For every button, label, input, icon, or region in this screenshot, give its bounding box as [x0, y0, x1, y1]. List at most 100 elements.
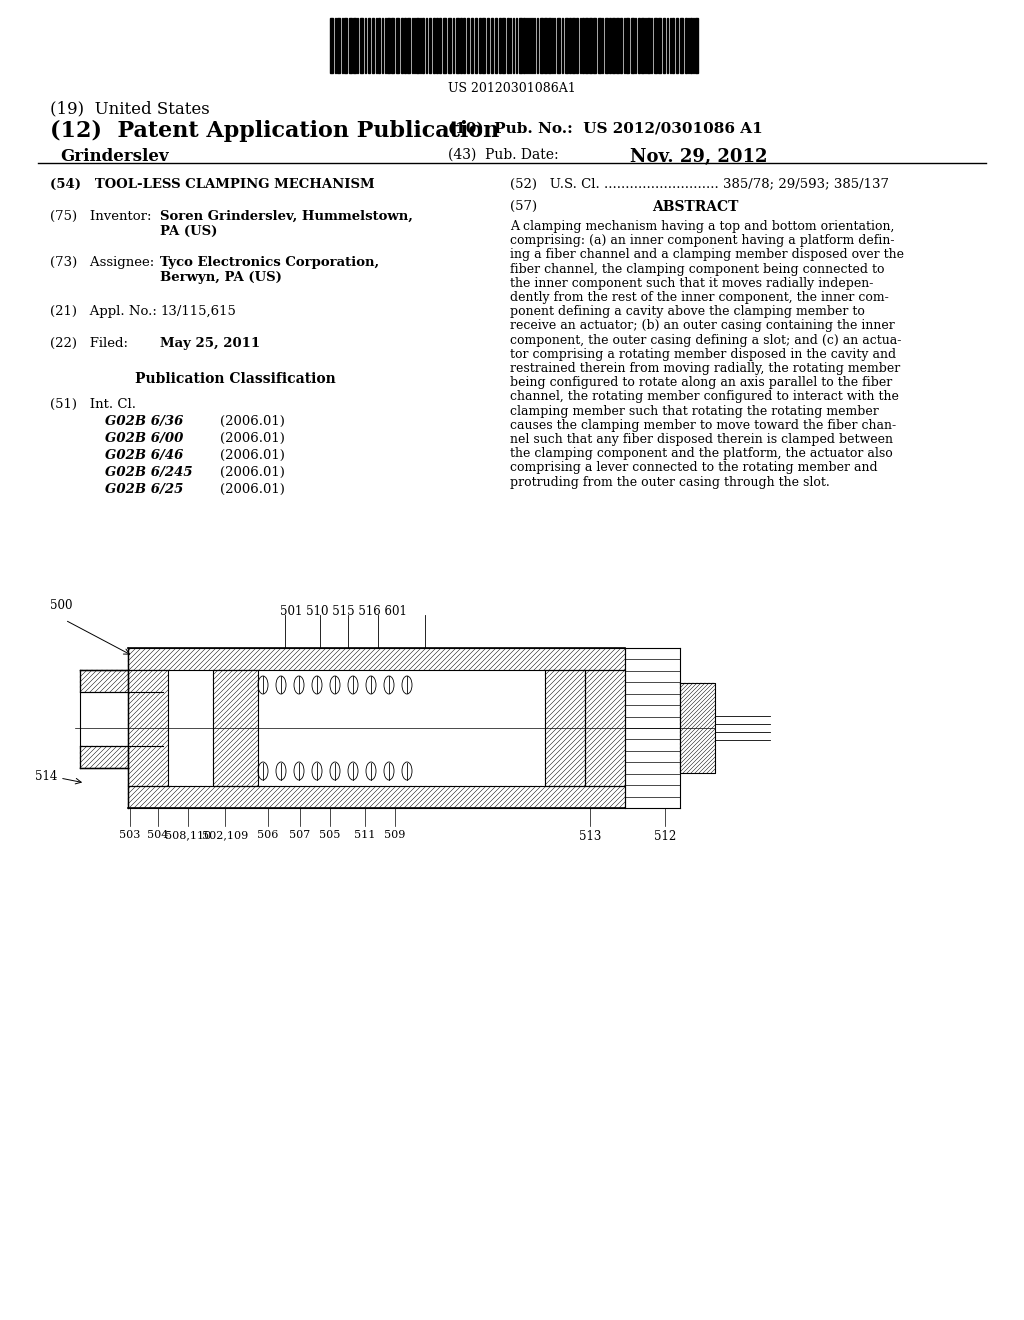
Bar [401, 18, 403, 73]
Text: comprising: (a) an inner component having a platform defin-: comprising: (a) an inner component havin… [510, 234, 895, 247]
Text: 13/115,615: 13/115,615 [160, 305, 236, 318]
Bar [658, 18, 662, 73]
Text: the clamping component and the platform, the actuator also: the clamping component and the platform,… [510, 447, 893, 461]
Bar [575, 18, 578, 73]
Text: (2006.01): (2006.01) [220, 414, 285, 428]
Text: causes the clamping member to move toward the fiber chan-: causes the clamping member to move towar… [510, 418, 896, 432]
Text: PA (US): PA (US) [160, 224, 217, 238]
Text: 507: 507 [290, 830, 310, 840]
Text: Berwyn, PA (US): Berwyn, PA (US) [160, 271, 282, 284]
Bar [463, 18, 465, 73]
Text: (2006.01): (2006.01) [220, 432, 285, 445]
Text: 514: 514 [35, 770, 57, 783]
Bar [548, 18, 551, 73]
Bar [353, 18, 356, 73]
Bar [407, 18, 410, 73]
Text: 504: 504 [147, 830, 169, 840]
Bar [585, 18, 588, 73]
Bar [569, 18, 571, 73]
Bar [663, 18, 665, 73]
Bar [368, 18, 370, 73]
Bar [565, 18, 568, 73]
Text: 502,109: 502,109 [202, 830, 248, 840]
Bar [479, 18, 481, 73]
Text: 512: 512 [654, 830, 676, 843]
Text: (54)   TOOL-LESS CLAMPING MECHANISM: (54) TOOL-LESS CLAMPING MECHANISM [50, 178, 375, 191]
Bar [439, 18, 441, 73]
Bar [680, 18, 683, 73]
Text: May 25, 2011: May 25, 2011 [160, 337, 260, 350]
Text: (22)   Filed:: (22) Filed: [50, 337, 128, 350]
Text: restrained therein from moving radially, the rotating member: restrained therein from moving radially,… [510, 362, 900, 375]
Text: (57): (57) [510, 201, 538, 213]
Text: tor comprising a rotating member disposed in the cavity and: tor comprising a rotating member dispose… [510, 347, 896, 360]
Bar [620, 18, 622, 73]
Bar [330, 18, 333, 73]
Text: comprising a lever connected to the rotating member and: comprising a lever connected to the rota… [510, 462, 878, 474]
Text: ponent defining a cavity above the clamping member to: ponent defining a cavity above the clamp… [510, 305, 865, 318]
Bar [433, 18, 435, 73]
Text: G02B 6/245: G02B 6/245 [105, 466, 193, 479]
Bar [495, 18, 497, 73]
Bar [416, 18, 419, 73]
Bar [572, 18, 575, 73]
Text: Publication Classification: Publication Classification [135, 372, 336, 385]
Text: Soren Grinderslev, Hummelstown,: Soren Grinderslev, Hummelstown, [160, 210, 413, 223]
Text: (21)   Appl. No.:: (21) Appl. No.: [50, 305, 157, 318]
Text: nel such that any fiber disposed therein is clamped between: nel such that any fiber disposed therein… [510, 433, 893, 446]
Bar [372, 18, 374, 73]
Bar [337, 18, 340, 73]
Text: G02B 6/25: G02B 6/25 [105, 483, 183, 496]
Bar [544, 18, 547, 73]
Text: (2006.01): (2006.01) [220, 483, 285, 496]
Text: receive an actuator; (b) an outer casing containing the inner: receive an actuator; (b) an outer casing… [510, 319, 895, 333]
Bar [626, 18, 629, 73]
Bar [612, 18, 615, 73]
Bar [598, 18, 601, 73]
Text: (73)   Assignee:: (73) Assignee: [50, 256, 155, 269]
Text: 505: 505 [319, 830, 341, 840]
Bar [557, 18, 560, 73]
Bar [467, 18, 469, 73]
Bar [391, 18, 394, 73]
Text: 508,110: 508,110 [165, 830, 211, 840]
Text: protruding from the outer casing through the slot.: protruding from the outer casing through… [510, 475, 829, 488]
Text: US 20120301086A1: US 20120301086A1 [449, 82, 575, 95]
Bar [502, 18, 505, 73]
Text: G02B 6/36: G02B 6/36 [105, 414, 183, 428]
Bar [519, 18, 522, 73]
Text: (43)  Pub. Date:: (43) Pub. Date: [449, 148, 559, 162]
Bar [429, 18, 431, 73]
Bar [460, 18, 462, 73]
Bar [456, 18, 459, 73]
Bar [654, 18, 657, 73]
Bar [482, 18, 485, 73]
Bar [676, 18, 678, 73]
Bar [647, 18, 650, 73]
Bar [609, 18, 611, 73]
Text: 501 510 515 516 601: 501 510 515 516 601 [280, 605, 407, 618]
Bar [631, 18, 634, 73]
Bar [507, 18, 509, 73]
Text: (19)  United States: (19) United States [50, 100, 210, 117]
Text: 503: 503 [120, 830, 140, 840]
Text: G02B 6/00: G02B 6/00 [105, 432, 183, 445]
Text: ing a fiber channel and a clamping member disposed over the: ing a fiber channel and a clamping membe… [510, 248, 904, 261]
Text: 513: 513 [579, 830, 601, 843]
Bar [616, 18, 618, 73]
Text: channel, the rotating member configured to interact with the: channel, the rotating member configured … [510, 391, 899, 404]
Text: clamping member such that rotating the rotating member: clamping member such that rotating the r… [510, 405, 879, 417]
Bar [449, 18, 451, 73]
Bar [499, 18, 501, 73]
Text: Grinderslev: Grinderslev [60, 148, 169, 165]
Bar [593, 18, 596, 73]
Bar [641, 18, 644, 73]
Bar [404, 18, 406, 73]
Text: (51)   Int. Cl.: (51) Int. Cl. [50, 399, 136, 411]
Text: fiber channel, the clamping component being connected to: fiber channel, the clamping component be… [510, 263, 885, 276]
Text: component, the outer casing defining a slot; and (c) an actua-: component, the outer casing defining a s… [510, 334, 901, 347]
Text: (10)  Pub. No.:  US 2012/0301086 A1: (10) Pub. No.: US 2012/0301086 A1 [449, 121, 763, 136]
Text: G02B 6/46: G02B 6/46 [105, 449, 183, 462]
Bar [436, 18, 438, 73]
Text: 511: 511 [354, 830, 376, 840]
